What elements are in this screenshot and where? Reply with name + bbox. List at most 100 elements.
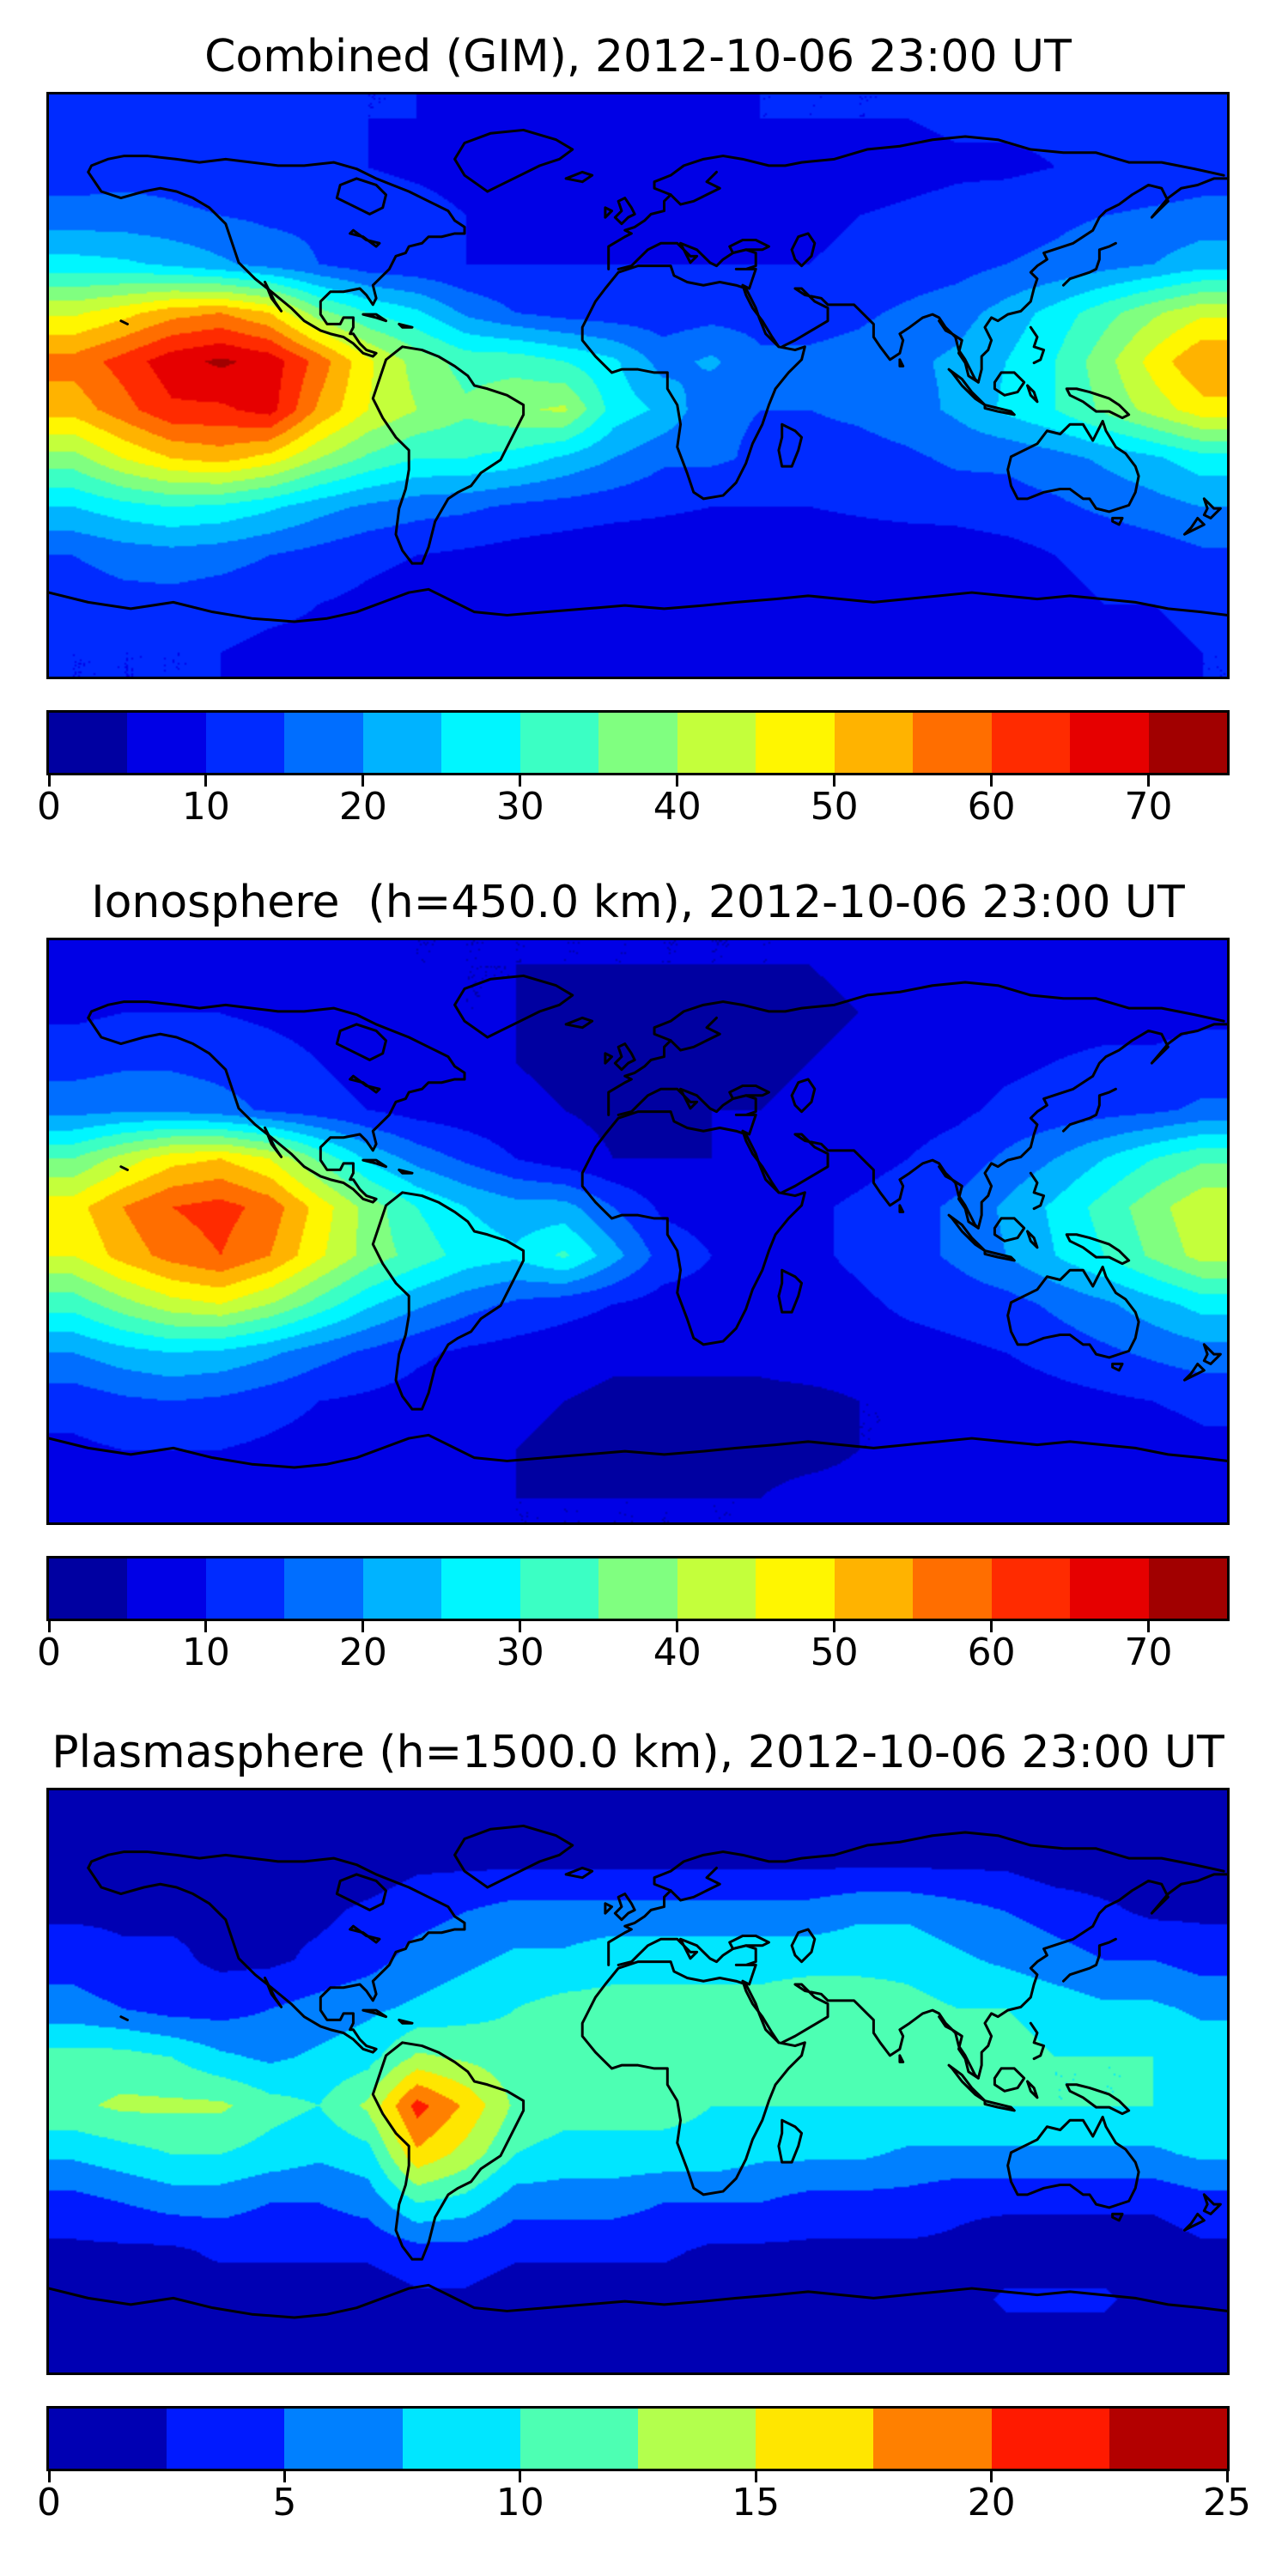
coastline-path <box>618 1089 756 1134</box>
coastline-path <box>900 1206 903 1212</box>
panel-plasmasphere: Plasmasphere (h=1500.0 km), 2012-10-06 2… <box>0 1696 1288 2524</box>
colorbar-segment <box>991 1558 1071 1619</box>
colorbar-tick <box>754 2471 757 2482</box>
coastline-path <box>782 289 979 382</box>
colorbar-tick-label: 25 <box>1203 2481 1251 2524</box>
coastline-path <box>615 1044 635 1070</box>
chart-title: Combined (GIM), 2012-10-06 23:00 UT <box>204 31 1072 82</box>
colorbar-segment <box>1148 713 1228 773</box>
coastline-path <box>1063 243 1115 285</box>
colorbar-tick-label: 40 <box>653 1631 702 1674</box>
colorbar-tick-label: 50 <box>810 1631 859 1674</box>
colorbar-segment <box>638 2409 756 2469</box>
coastline-path <box>399 324 412 327</box>
colorbar-segment <box>1148 1558 1228 1619</box>
coastline-path <box>1204 499 1220 519</box>
colorbar-tick-label: 60 <box>967 785 1016 829</box>
coastline-path <box>609 137 1224 269</box>
coastline-path <box>1028 2081 1037 2098</box>
colorbar-tick-label: 70 <box>1124 785 1173 829</box>
coastline-path <box>1066 1235 1128 1264</box>
colorbar-segment <box>1070 1558 1149 1619</box>
coastline-path <box>782 1134 979 1228</box>
colorbar-segment <box>402 2409 520 2469</box>
coastline-path <box>350 1076 380 1092</box>
colorbar-segment <box>284 713 363 773</box>
colorbar-segment <box>598 1558 677 1619</box>
colorbar-tick <box>1225 2471 1229 2482</box>
coastline-path <box>1008 2117 1139 2207</box>
coastline-path <box>730 1086 769 1099</box>
coastline-path <box>779 1270 802 1312</box>
coastline-path <box>792 234 815 266</box>
coastline-path <box>1113 2214 1122 2221</box>
coastline-path <box>350 230 380 246</box>
coastline-path <box>566 1868 592 1877</box>
coastline-path <box>779 2120 802 2162</box>
coastline-path <box>900 2056 903 2063</box>
colorbar-segment <box>205 1558 285 1619</box>
colorbar <box>46 710 1230 775</box>
colorbar-tick <box>1147 1621 1151 1632</box>
coastline-path <box>455 975 573 1037</box>
contour-field-canvas <box>49 1790 1227 2372</box>
colorbar-segment <box>362 713 442 773</box>
coastline-path <box>1204 1345 1220 1364</box>
coastline-path <box>49 2285 1227 2318</box>
colorbar-tick <box>519 775 522 787</box>
colorbar-tick-label: 20 <box>338 785 387 829</box>
coastline-path <box>1184 518 1204 534</box>
coastline-path <box>615 198 635 224</box>
colorbar-segment <box>756 713 835 773</box>
colorbar <box>46 1556 1230 1621</box>
colorbar-segment <box>49 713 128 773</box>
coastline-path <box>1184 1364 1204 1380</box>
coastline-path <box>1204 2195 1220 2215</box>
colorbar-tick-label: 20 <box>967 2481 1016 2524</box>
coastline-path <box>900 360 903 367</box>
coastline-path <box>978 1024 1227 1228</box>
coastline-path <box>671 172 720 204</box>
coastline-path <box>1030 327 1043 362</box>
colorbar-segment <box>1070 713 1149 773</box>
coastline-path <box>1113 518 1122 525</box>
chart-title: Plasmasphere (h=1500.0 km), 2012-10-06 2… <box>52 1727 1224 1778</box>
coastline-path <box>49 589 1227 622</box>
colorbar-segment <box>127 1558 206 1619</box>
coastline-path <box>1113 1364 1122 1370</box>
coastline-path <box>605 208 612 217</box>
coastline-path <box>671 1868 720 1900</box>
colorbar-segment <box>834 713 914 773</box>
coastline-path <box>455 1826 573 1887</box>
coastline-path <box>994 1218 1024 1241</box>
colorbar-segment <box>441 1558 520 1619</box>
colorbar-tick <box>1147 775 1151 787</box>
coastline-path <box>121 1167 128 1170</box>
coastline-path <box>566 1018 592 1027</box>
coastline-path <box>671 1018 720 1050</box>
panel-combined-gim: Combined (GIM), 2012-10-06 23:00 UT 0 10 2… <box>0 0 1288 828</box>
coastline-path <box>1028 386 1037 402</box>
colorbar-tick <box>676 1621 679 1632</box>
coastline-path <box>49 1435 1227 1467</box>
colorbar-tick <box>47 2471 51 2482</box>
coastline-path <box>363 2010 386 2017</box>
world-map-plasmasphere <box>46 1788 1230 2375</box>
colorbar-tick-label: 30 <box>495 1631 544 1674</box>
coastline-path <box>363 314 386 321</box>
coastline-path <box>1066 389 1128 418</box>
colorbar-tick <box>361 1621 365 1632</box>
coastlines-overlay <box>49 940 1227 1522</box>
coastline-path <box>350 1926 380 1942</box>
colorbar-segment <box>284 2409 403 2469</box>
colorbar-segment <box>519 713 599 773</box>
colorbar-segment <box>991 713 1071 773</box>
coastline-path <box>1008 421 1139 511</box>
coastline-path <box>265 1978 282 2007</box>
coastline-path <box>1184 2214 1204 2230</box>
coastlines-overlay <box>49 1790 1227 2372</box>
coastline-path <box>730 1936 769 1949</box>
coastline-path <box>779 424 802 466</box>
colorbar-segment <box>598 713 677 773</box>
colorbar-segment <box>677 1558 756 1619</box>
